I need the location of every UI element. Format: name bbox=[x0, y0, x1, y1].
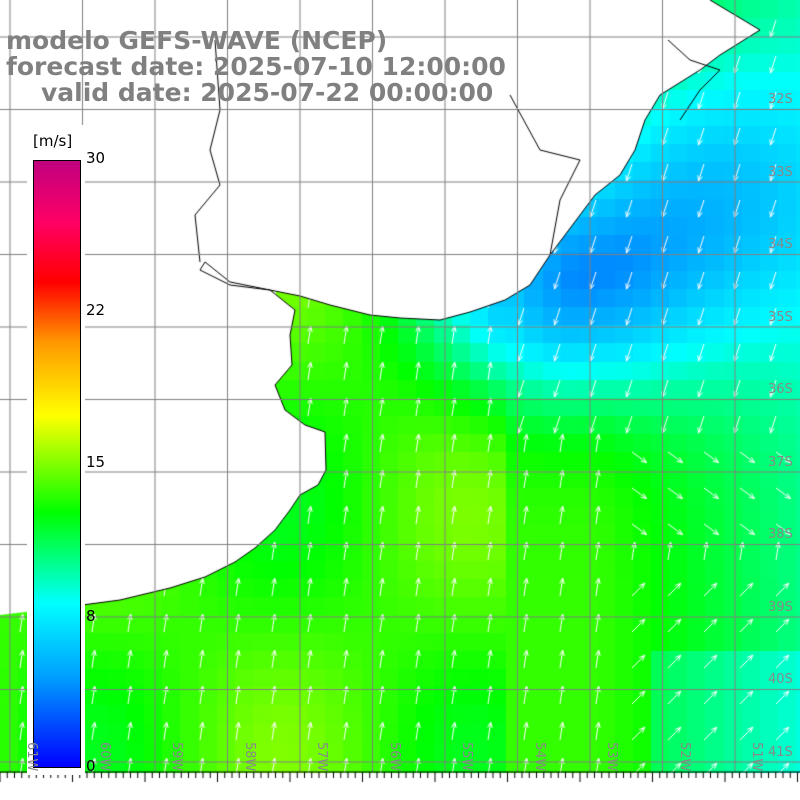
forecast-date: forecast date: 2025-07-10 12:00:00 bbox=[6, 52, 506, 81]
latitude-label: 41S bbox=[768, 744, 793, 760]
latitude-label: 38S bbox=[768, 527, 793, 542]
longitude-label: 52W bbox=[676, 742, 692, 772]
longitude-label: 56W bbox=[386, 742, 402, 772]
longitude-label: 59W bbox=[169, 742, 184, 772]
latitude-label: 33S bbox=[768, 164, 793, 180]
model-title: modelo GEFS-WAVE (NCEP) bbox=[6, 26, 388, 55]
latitude-label: 40S bbox=[768, 672, 793, 687]
valid-date: valid date: 2025-07-22 00:00:00 bbox=[41, 78, 494, 107]
longitude-label: 51W bbox=[749, 742, 764, 772]
colorbar-tick: 8 bbox=[86, 607, 96, 625]
colorbar-tick: 22 bbox=[86, 301, 106, 319]
latitude-label: 35S bbox=[768, 309, 793, 325]
latitude-label: 37S bbox=[768, 454, 793, 470]
longitude-label: 58W bbox=[241, 742, 257, 772]
latitude-label: 39S bbox=[768, 599, 793, 615]
latitude-label: 36S bbox=[768, 382, 793, 397]
colorbar-unit: [m/s] bbox=[33, 132, 73, 150]
colorbar bbox=[33, 160, 81, 768]
longitude-label: 61W bbox=[24, 742, 39, 772]
longitude-label: 54W bbox=[531, 742, 547, 772]
latitude-label: 32S bbox=[768, 92, 793, 107]
colorbar-tick: 0 bbox=[86, 757, 96, 775]
longitude-label: 53W bbox=[604, 742, 619, 772]
colorbar-tick: 15 bbox=[86, 453, 106, 471]
longitude-label: 60W bbox=[96, 742, 112, 772]
colorbar-tick: 30 bbox=[86, 149, 106, 167]
longitude-label: 57W bbox=[314, 742, 329, 772]
longitude-label: 55W bbox=[459, 742, 474, 772]
latitude-label: 34S bbox=[768, 237, 793, 252]
